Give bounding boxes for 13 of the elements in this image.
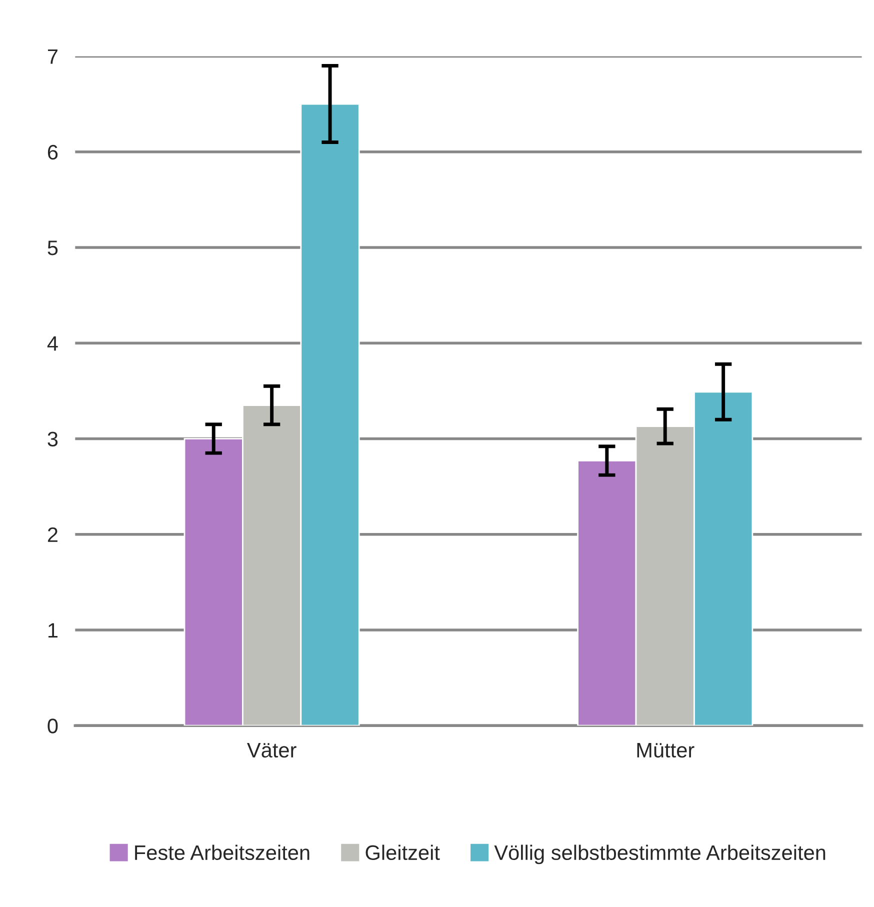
legend-label: Völlig selbstbestimmte Arbeitszeiten [494,844,826,864]
legend-label: Gleitzeit [366,844,440,860]
y-tick-label: 0 [48,718,58,734]
x-tick-label: Mütter [637,743,694,758]
legend-label: Feste Arbeitszeiten [135,844,310,860]
y-tick-label: 6 [48,144,58,160]
y-tick-label: 7 [48,49,58,64]
y-tick-label: 1 [48,623,58,638]
y-tick-label: 5 [48,240,58,256]
x-tick-label: Väter [247,743,296,758]
y-tick-label: 2 [48,527,58,542]
y-tick-label: 3 [48,432,58,446]
y-tick-label: 4 [47,336,58,351]
